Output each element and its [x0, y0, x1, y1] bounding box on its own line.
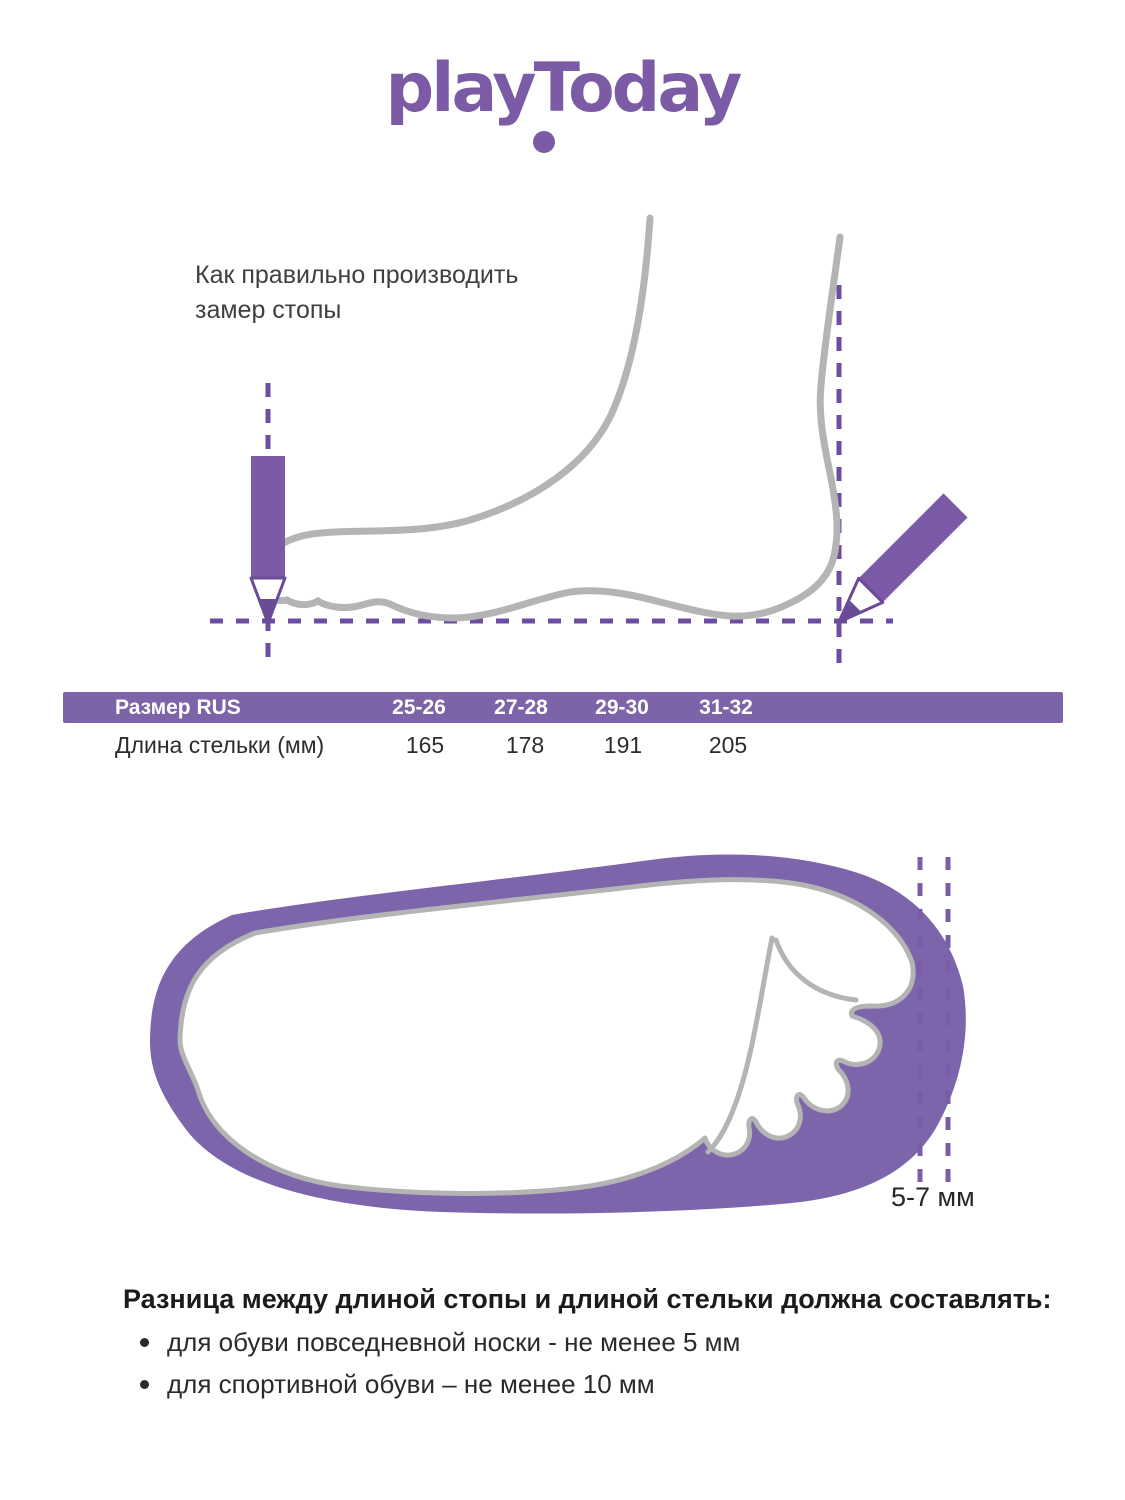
size-column-header-1: 25-26 [392, 696, 446, 719]
insole-length-value-2: 178 [505, 732, 545, 758]
note-bullet-2: для спортивной обуви – не менее 10 мм [140, 1369, 655, 1400]
pencil-icon-right [837, 493, 968, 624]
foot-measurement-diagram [210, 214, 968, 666]
pencil-icon-left [249, 456, 287, 625]
size-column-header-3: 29-30 [595, 696, 649, 719]
pencil-lead [260, 599, 276, 623]
measure-instruction-line1: Как правильно производить [195, 261, 519, 289]
size-column-header-4: 31-32 [699, 696, 753, 719]
bullet-dot-icon [140, 1380, 149, 1389]
pencil-body [251, 456, 285, 578]
insole-allowance-diagram [150, 854, 966, 1214]
insole-length-value-3: 191 [603, 732, 643, 758]
playtoday-logo-dot-icon [532, 131, 555, 153]
measure-instruction-line2: замер стопы [195, 296, 342, 324]
size-table-header-label: Размер RUS [115, 696, 241, 719]
pencil-body [858, 493, 968, 603]
note-bullet-1-text: для обуви повседневной носки - не менее … [167, 1327, 741, 1357]
note-bullet-1: для обуви повседневной носки - не менее … [140, 1327, 740, 1358]
size-table-value-row: Длина стельки (мм) 165 178 191 205 [0, 729, 1125, 761]
note-heading: Разница между длиной стопы и длиной стел… [123, 1284, 1052, 1314]
bullet-dot-icon [140, 1338, 149, 1347]
pencil-lead [838, 600, 861, 623]
measure-instruction: Как правильно производить замер стопы [195, 258, 518, 328]
size-table-header-row: Размер RUS 25-26 27-28 29-30 31-32 [63, 692, 1063, 723]
foot-side-outline [257, 214, 844, 622]
allowance-label: 5-7 мм [891, 1182, 975, 1212]
playtoday-logo-text: playToday [385, 49, 743, 128]
insole-length-row-label: Длина стельки (мм) [115, 732, 325, 758]
playtoday-logo: playToday [0, 55, 1125, 165]
foot-arch-line [705, 935, 775, 1155]
insole-length-value-4: 205 [708, 732, 748, 758]
size-column-header-2: 27-28 [494, 696, 548, 719]
note-bullet-2-text: для спортивной обуви – не менее 10 мм [167, 1369, 655, 1399]
insole-length-value-1: 165 [405, 732, 445, 758]
big-toe-crease-line [773, 937, 859, 1003]
